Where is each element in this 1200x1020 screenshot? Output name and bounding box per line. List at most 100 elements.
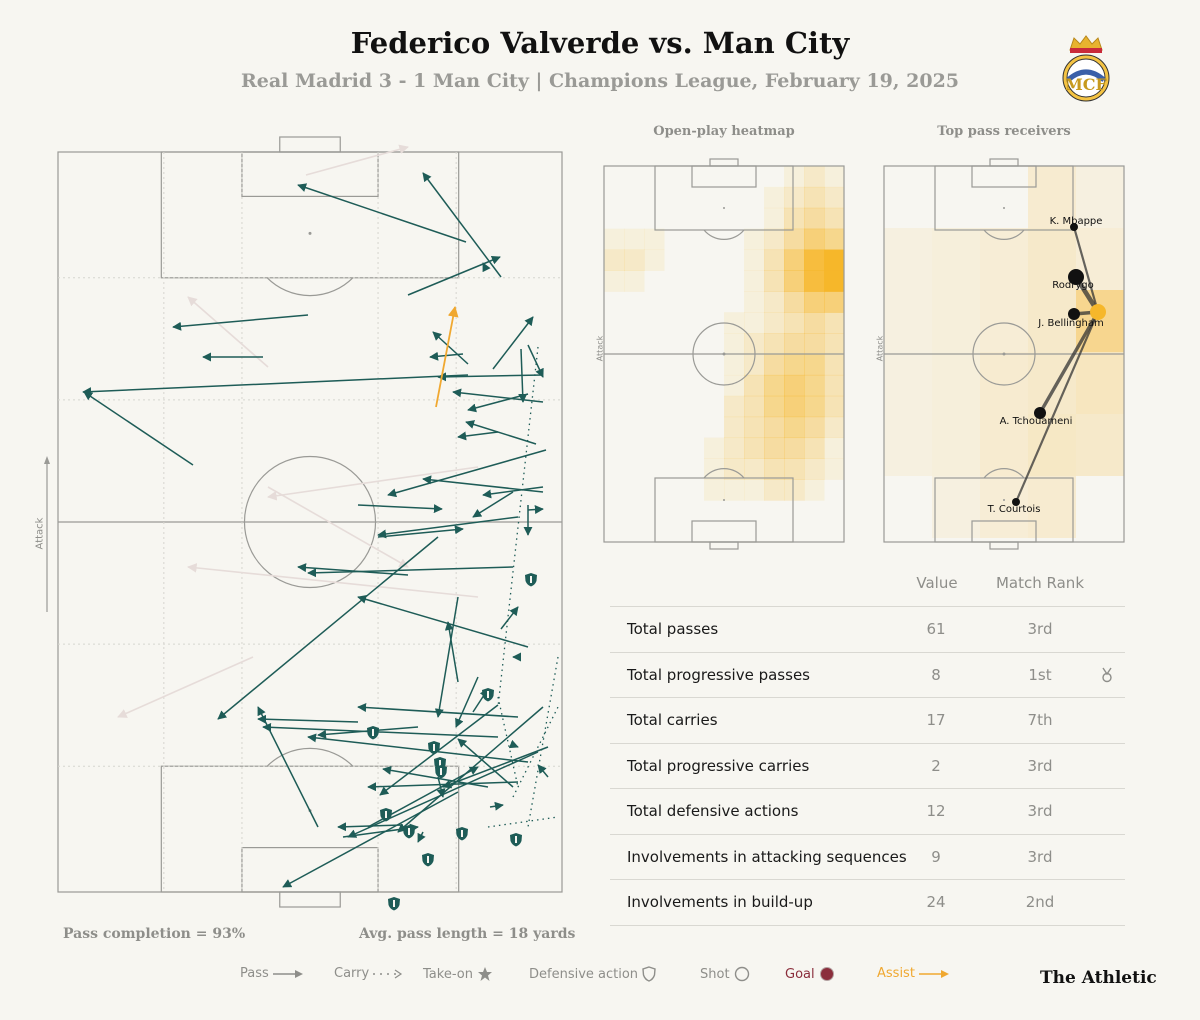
zone-cell (884, 290, 932, 352)
heat-cell (804, 291, 825, 313)
row-rank: 3rd (1027, 802, 1053, 820)
heat-cell (784, 437, 805, 459)
goal-bottom (279, 891, 341, 908)
failed-pass (267, 466, 479, 501)
heat-cell (804, 354, 825, 376)
legend-pass: Pass (240, 966, 303, 981)
receiver-dot (1068, 269, 1084, 285)
table-row: Total passes 61 3rd (610, 606, 1125, 652)
receiver-dot (1068, 308, 1080, 320)
defensive-action-icon (380, 808, 392, 822)
heat-cell (724, 479, 745, 501)
pass-arrow (457, 738, 514, 788)
svg-text:MCF: MCF (1065, 75, 1107, 94)
row-label: Total progressive passes (627, 666, 810, 684)
pass-arrow (489, 801, 504, 811)
heat-cell (744, 374, 765, 397)
heatmap-title: Open-play heatmap (653, 124, 795, 139)
penalty-arc-top (703, 229, 745, 240)
table-row: Involvements in build-up 24 2nd (610, 879, 1125, 926)
pass-arrow (257, 706, 319, 828)
table-row: Involvements in attacking sequences 9 3r… (610, 834, 1125, 880)
pass-link (1014, 311, 1100, 503)
heat-cell (724, 458, 745, 480)
pass-arrow (347, 751, 539, 838)
heat-cell (824, 333, 845, 355)
pitch-lines (603, 158, 845, 550)
heat-cell (824, 186, 845, 209)
pass-arrow (437, 372, 544, 382)
centre-circle (972, 322, 1036, 386)
attack-arrow-icon (44, 456, 50, 612)
row-rank: 1st (1028, 666, 1052, 684)
pass-arrow (434, 596, 459, 718)
zone-cell (1076, 352, 1124, 414)
row-label: Total passes (627, 620, 719, 638)
goal-top (709, 158, 739, 167)
legend-takeon: Take-on (423, 966, 493, 982)
heat-cell (804, 479, 825, 501)
legend-goal-label: Goal (785, 966, 815, 982)
goal-bottom (709, 541, 739, 550)
failed-pass (187, 296, 269, 368)
heat-cell (784, 354, 805, 376)
receiver-label: T. Courtois (987, 504, 1041, 515)
receiver-label: A. Tchouameni (1000, 416, 1073, 427)
pass-arrow (465, 420, 537, 445)
row-rank: 2nd (1025, 893, 1055, 911)
pass-arrow (492, 316, 534, 370)
heat-cell (804, 437, 825, 459)
row-value: 61 (926, 620, 946, 638)
row-value: 2 (931, 757, 941, 775)
heat-cell (764, 207, 785, 230)
heat-cell (744, 291, 765, 313)
pass-arrow (417, 831, 426, 843)
heat-cell (804, 270, 825, 292)
receiver-dot (1070, 223, 1078, 231)
heat-cell (744, 333, 765, 355)
pass-arrow (282, 791, 459, 888)
heat-cell (764, 479, 785, 501)
pass-arrow (257, 714, 359, 724)
penalty-spot-top (1003, 207, 1005, 209)
heat-cell (704, 458, 725, 480)
receiver-label: J. Bellingham (1037, 318, 1104, 329)
defensive-action-icon (435, 765, 447, 779)
heat-cell (824, 291, 845, 313)
legend-assist-label: Assist (877, 966, 915, 981)
legend-takeon-label: Take-on (423, 966, 473, 982)
goal-bottom (989, 541, 1019, 550)
pass-link (1072, 226, 1100, 313)
pass-arrow (452, 388, 544, 403)
heat-cell (764, 312, 785, 334)
heat-cell (824, 207, 845, 230)
legend-goal: Goal (785, 966, 835, 982)
row-label: Total carries (627, 711, 718, 729)
heat-cell (824, 354, 845, 376)
pass-arrow (482, 486, 544, 499)
heat-cell (784, 458, 805, 480)
receivers-title: Top pass receivers (937, 124, 1071, 139)
penalty-spot-top (723, 207, 725, 209)
goal-top (279, 136, 341, 153)
zone-cell (980, 476, 1028, 538)
receivers-pitch: K. Mbappe Rodrygo J. Bellingham A. Tchouame… (883, 158, 1125, 550)
heat-cell (804, 333, 825, 355)
heat-cell (784, 207, 805, 230)
assist-arrow (435, 305, 459, 408)
zone-cell (1076, 414, 1124, 476)
defensive-action-icon (367, 726, 379, 740)
heat-cell (724, 437, 745, 459)
penalty-arc-bottom (703, 468, 745, 479)
row-label: Involvements in attacking sequences (627, 848, 907, 866)
table-row: Total progressive carries 2 3rd (610, 743, 1125, 789)
pass-arrow (297, 183, 467, 243)
heat-cell (804, 312, 825, 334)
heat-cell (744, 437, 765, 459)
defensive-action-icon (388, 897, 400, 911)
heat-cell (764, 228, 785, 251)
row-value: 17 (926, 711, 946, 729)
chart-subtitle: Real Madrid 3 - 1 Man City | Champions L… (240, 70, 960, 92)
legend-assist: Assist (877, 966, 949, 981)
pass-arrow (307, 566, 514, 578)
